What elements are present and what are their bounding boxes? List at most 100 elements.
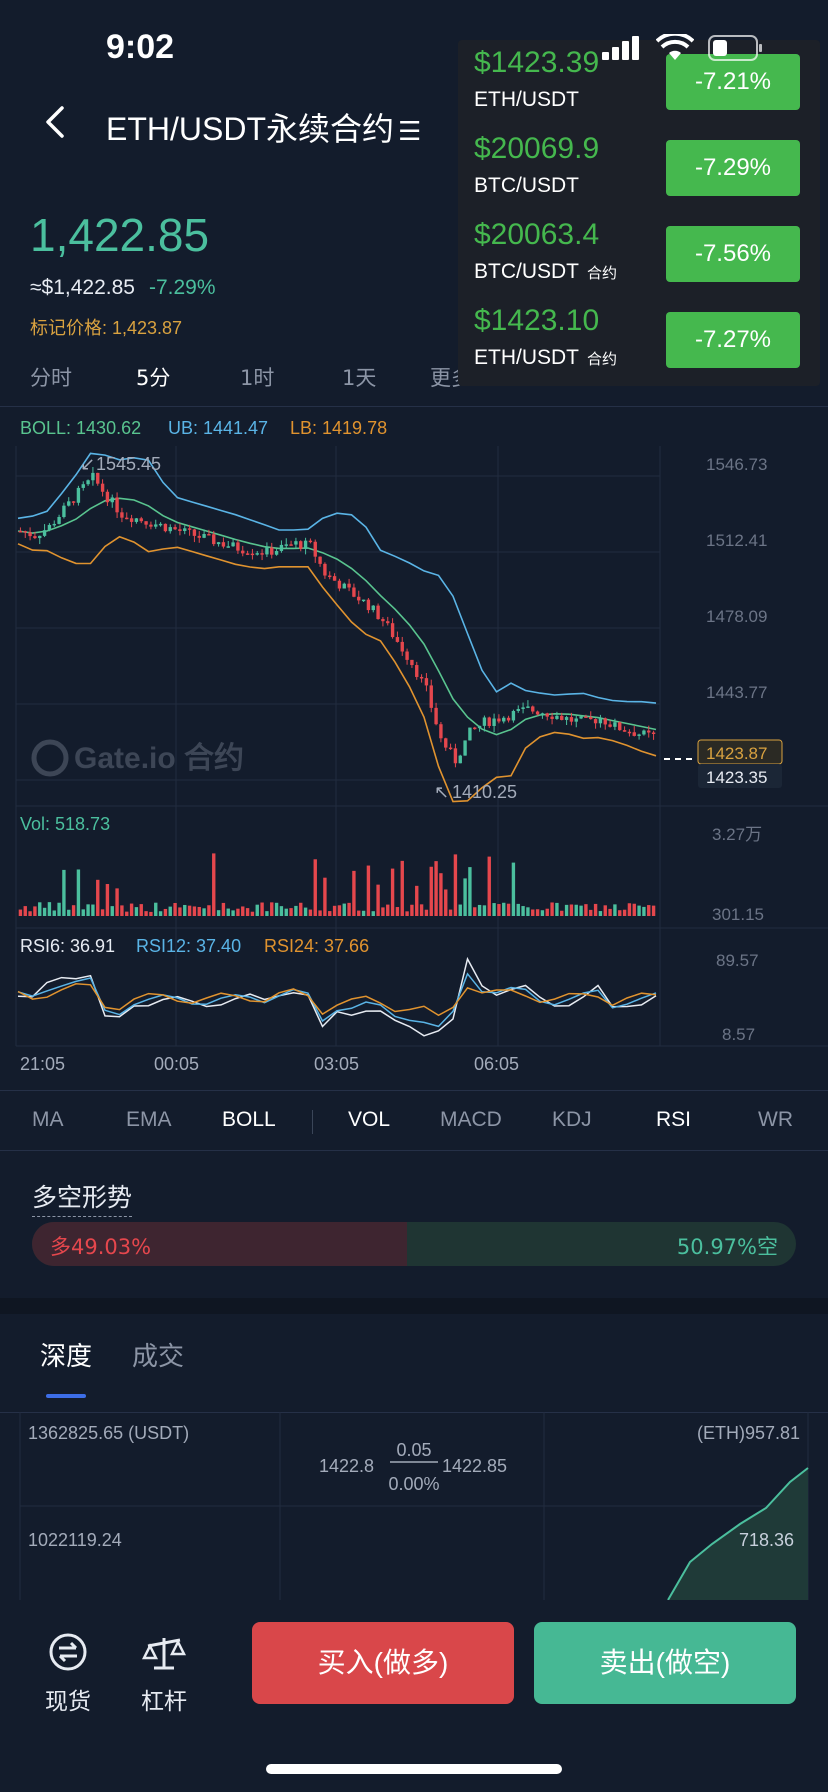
volume-bar [584,904,588,916]
tab-ma[interactable]: MA [32,1108,64,1131]
candle-body [134,518,139,522]
candle-body [642,730,646,735]
candle-body [52,523,56,526]
candle-body [439,724,443,739]
candle-body [366,599,371,611]
volume-bar [535,909,540,916]
volume-bar [429,866,433,916]
tab-rsi[interactable]: RSI [656,1108,692,1131]
volume-bar [284,908,288,916]
chart-grid [15,446,828,1047]
volume-bar [468,867,472,916]
last-price-tag [698,764,782,788]
candle-body [226,546,230,548]
tab-5min[interactable]: 5分 [136,366,171,390]
back-button[interactable] [40,104,70,140]
floating-ticker-row[interactable]: $20069.9 BTC/USDT -7.29% [458,126,820,212]
volume-bar [627,903,632,916]
volume-bar [550,902,554,916]
depth-right-top: (ETH)957.81 [697,1423,800,1443]
candle-body [400,641,404,652]
scale-icon [141,1638,187,1670]
boll-bands [17,452,657,803]
floating-pair-text: ETH/USDT [474,88,579,111]
volume-bar [463,878,467,916]
sell-short-button[interactable]: 卖出(做空) [534,1622,796,1704]
nav-margin[interactable]: 杠杆 [124,1632,204,1716]
volume-bar [439,873,443,916]
volume-bar [482,905,487,916]
volume-bar [458,904,462,916]
volume-bar [154,902,158,916]
kline-chart[interactable]: BOLL: 1430.62 UB: 1441.47 LB: 1419.78 Ga… [0,406,828,1094]
price-tick: 1443.77 [706,683,767,702]
volume-bar [589,909,593,916]
volume-bar [400,860,404,916]
volume-bar [497,904,501,916]
volume-bar [149,911,153,916]
long-short-title[interactable]: 多空形势 [32,1178,133,1217]
volume-bar [618,910,622,916]
candle-body [651,732,656,735]
volume-bar [144,911,148,916]
tab-kdj[interactable]: KDJ [552,1108,592,1131]
candle-body [110,497,114,503]
floating-ticker-row[interactable]: $20063.4 BTC/USDT 合约 -7.56% [458,212,820,298]
volume-bar [250,911,255,916]
tab-vol[interactable]: VOL [348,1108,391,1131]
volume-bar [139,904,143,916]
tab-depth[interactable]: 深度 [40,1342,93,1372]
price-change: -7.29% [148,276,216,299]
candle-body [274,550,279,555]
tab-macd[interactable]: MACD [440,1108,502,1131]
floating-pair: ETH/USDT [474,88,579,112]
tab-ema[interactable]: EMA [126,1108,172,1131]
pair-title-text: ETH/USDT永续合约 [106,111,395,147]
volume-bar [347,902,351,916]
buy-long-button[interactable]: 买入(做多) [252,1622,514,1704]
candle-body [284,544,288,546]
volume-bar [608,908,612,916]
volume-bar [332,905,337,916]
tab-boll[interactable]: BOLL [222,1108,276,1131]
volume-bar [62,869,66,916]
volume-bar [598,911,603,916]
candle-body [482,717,487,726]
home-indicator [266,1764,562,1774]
depth-chart[interactable]: 1362825.65 (USDT) (ETH)957.81 1422.8 0.0… [0,1412,828,1600]
candle-body [33,536,37,539]
candle-body [173,527,177,530]
depth-spread-pct: 0.00% [388,1474,439,1494]
menu-icon: ☰ [398,116,422,146]
volume-bar [110,906,114,916]
floating-ticker-row[interactable]: $1423.39 ETH/USDT -7.21% [458,40,820,126]
volume-bar [477,904,482,916]
candle-body [265,547,269,555]
floating-ticker-panel[interactable]: $1423.39 ETH/USDT -7.21% $20069.9 BTC/US… [458,40,820,386]
volume-bar [453,854,458,916]
contract-tag: 合约 [587,351,618,368]
pair-title[interactable]: ETH/USDT永续合约 ☰ [106,104,421,150]
volume-bar [274,902,279,916]
floating-change-badge: -7.27% [666,312,800,368]
floating-ticker-row[interactable]: $1423.10 ETH/USDT 合约 -7.27% [458,298,820,384]
volume-bar [270,902,274,916]
section-gap [0,1298,828,1314]
volume-bar [473,907,477,916]
candle-body [390,623,395,638]
volume-bar [42,907,47,916]
tab-timeline[interactable]: 分时 [30,366,72,390]
tab-1hour[interactable]: 1时 [240,366,275,390]
tab-1day[interactable]: 1天 [342,366,377,390]
volume-bar [28,911,32,916]
nav-spot[interactable]: 现货 [28,1632,108,1716]
candle-body [279,544,284,551]
tab-wr[interactable]: WR [758,1108,793,1131]
volume-bar [651,905,656,916]
tab-trades[interactable]: 成交 [132,1342,185,1372]
candle-body [270,547,274,555]
candle-body [28,532,32,537]
volume-bar [115,888,119,916]
wifi-icon [656,34,694,60]
candle-body [236,542,240,551]
